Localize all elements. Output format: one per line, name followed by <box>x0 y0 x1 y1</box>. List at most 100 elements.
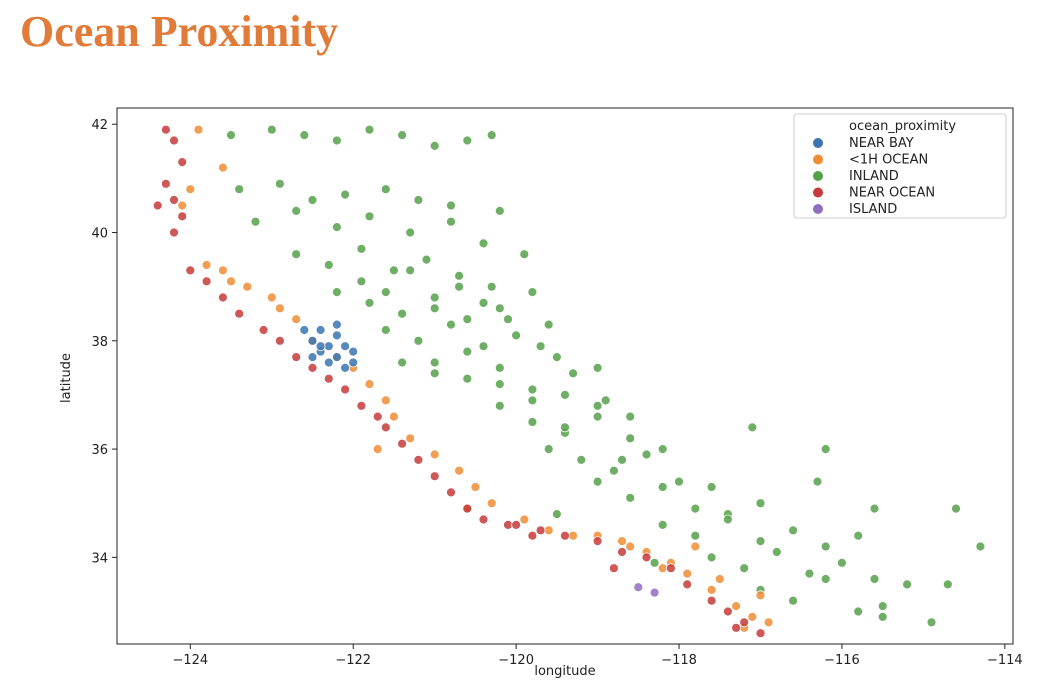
data-point <box>666 563 676 574</box>
data-point <box>323 341 334 352</box>
data-point <box>592 536 603 546</box>
data-point <box>217 292 228 303</box>
legend-marker <box>813 138 823 148</box>
data-point <box>568 530 578 541</box>
data-point <box>617 454 627 465</box>
data-point <box>723 514 733 525</box>
data-point <box>592 400 603 411</box>
data-point <box>682 579 693 590</box>
x-tick-label: −114 <box>987 653 1023 668</box>
y-tick-label: 38 <box>91 335 108 350</box>
data-point <box>258 325 269 335</box>
data-point <box>331 319 342 330</box>
data-point <box>853 606 864 617</box>
data-point <box>323 373 334 384</box>
data-point <box>242 281 253 292</box>
data-point <box>340 189 351 200</box>
data-point <box>568 368 578 379</box>
data-point <box>478 514 489 525</box>
data-point <box>307 362 318 373</box>
data-point <box>397 130 408 141</box>
data-point <box>714 574 725 584</box>
data-point <box>649 587 660 598</box>
data-point <box>307 195 318 205</box>
data-point <box>315 341 326 352</box>
legend-marker <box>813 204 823 214</box>
data-point <box>560 422 570 433</box>
data-point <box>429 368 440 379</box>
data-point <box>837 557 847 568</box>
data-point <box>185 184 196 195</box>
x-axis-title: longitude <box>534 664 595 679</box>
data-point <box>291 249 302 260</box>
data-point <box>250 216 261 227</box>
x-tick-label: −120 <box>498 653 534 668</box>
data-point <box>169 195 179 205</box>
data-point <box>690 530 701 541</box>
data-point <box>527 395 538 406</box>
page-title: Ocean Proximity <box>20 7 339 56</box>
data-point <box>820 574 831 584</box>
data-point <box>486 498 497 509</box>
data-point <box>380 184 391 195</box>
data-point <box>519 514 530 525</box>
data-point <box>307 335 318 346</box>
data-point <box>486 281 497 292</box>
data-point <box>755 590 766 601</box>
y-tick-label: 36 <box>91 443 108 458</box>
data-point <box>494 379 505 390</box>
legend-label: <1H OCEAN <box>849 153 928 168</box>
data-point <box>552 352 562 363</box>
data-point <box>755 536 766 546</box>
data-point <box>560 530 570 541</box>
data-point <box>527 417 538 427</box>
data-point <box>747 612 758 622</box>
data-point <box>788 595 798 606</box>
data-point <box>177 200 188 211</box>
data-point <box>454 465 465 476</box>
data-point <box>274 178 285 189</box>
data-point <box>169 227 179 238</box>
data-point <box>641 449 652 460</box>
data-point <box>470 482 481 492</box>
data-point <box>177 211 188 222</box>
data-point <box>323 357 334 368</box>
y-axis: 34 36 38 40 42 <box>91 118 117 566</box>
data-point <box>380 325 391 335</box>
data-point <box>291 352 302 363</box>
legend-marker <box>813 187 823 198</box>
data-point <box>853 530 864 541</box>
data-point <box>405 433 416 444</box>
data-point <box>388 411 399 422</box>
data-point <box>413 195 424 205</box>
data-point <box>560 389 570 400</box>
data-point <box>657 563 668 574</box>
data-point <box>356 243 367 254</box>
x-tick-label: −116 <box>824 653 860 668</box>
data-point <box>405 227 416 238</box>
data-point <box>331 222 342 233</box>
data-point <box>625 433 636 444</box>
data-point <box>160 178 171 189</box>
data-point <box>446 487 456 498</box>
data-point <box>812 476 823 487</box>
data-point <box>340 362 351 373</box>
data-point <box>519 249 530 260</box>
data-point <box>902 579 912 590</box>
data-point <box>820 444 831 455</box>
data-point <box>421 254 432 265</box>
data-point <box>462 346 473 357</box>
data-point <box>413 335 424 346</box>
data-point <box>397 308 408 319</box>
data-point <box>625 492 636 503</box>
data-point <box>877 612 888 622</box>
data-point <box>331 330 342 341</box>
data-point <box>454 270 465 281</box>
data-point <box>649 557 660 568</box>
data-point <box>527 530 538 541</box>
data-point <box>739 617 750 628</box>
data-point <box>380 422 391 433</box>
data-point <box>380 287 391 298</box>
